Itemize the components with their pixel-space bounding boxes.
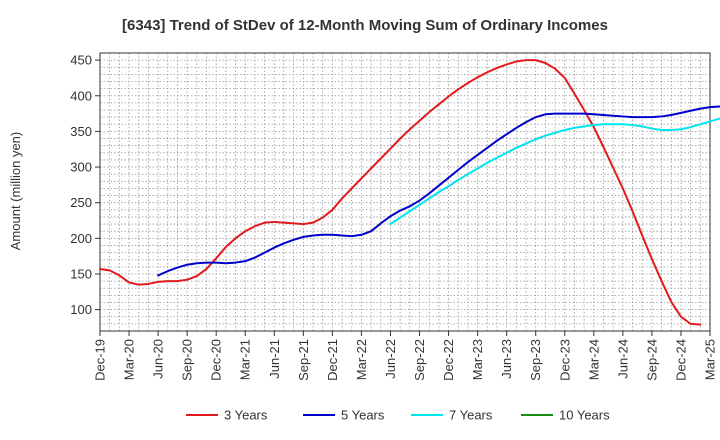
x-tick-label: Jun-20: [151, 339, 166, 379]
x-tick-label: Dec-23: [557, 339, 572, 381]
plot-area: [100, 53, 710, 331]
x-tick-label: Jun-24: [615, 339, 630, 379]
x-tick-label: Mar-21: [238, 339, 253, 380]
x-tick-label: Mar-24: [586, 339, 601, 380]
y-tick-label: 150: [70, 266, 92, 281]
x-tick-label: Sep-20: [180, 339, 195, 381]
legend-label-10-years: 10 Years: [559, 408, 610, 423]
legend-label-5-years: 5 Years: [341, 408, 385, 423]
y-tick-label: 300: [70, 160, 92, 175]
plot-layer: 100 150 200 250 300 350 400 450 Dec-19 Mar-20 Jun-…: [70, 52, 720, 381]
x-tick-label: Dec-24: [673, 339, 688, 381]
x-tick-label: Dec-20: [209, 339, 224, 381]
x-tick-label: Sep-21: [296, 339, 311, 381]
x-tick-label: Mar-22: [354, 339, 369, 380]
y-tick-label: 250: [70, 195, 92, 210]
legend-label-7-years: 7 Years: [449, 408, 493, 423]
series-line-7-years: [389, 117, 720, 226]
x-tick-label: Dec-19: [93, 339, 108, 381]
x-tick-label: Dec-21: [325, 339, 340, 381]
legend-label-3-years: 3 Years: [224, 408, 268, 423]
x-tick-label: Mar-25: [703, 339, 718, 380]
x-tick-label: Jun-22: [383, 339, 398, 379]
x-tick-label: Jun-21: [267, 339, 282, 379]
y-axis-label: Amount (million yen): [8, 132, 23, 251]
chart-title: [6343] Trend of StDev of 12-Month Moving…: [122, 17, 608, 34]
y-tick-label: 100: [70, 302, 92, 317]
x-tick-label: Mar-23: [470, 339, 485, 380]
plot-border: [99, 52, 711, 332]
x-tick-label: Sep-23: [528, 339, 543, 381]
x-tick-label: Sep-24: [644, 339, 659, 381]
legend: 3 Years 5 Years 7 Years 10 Years: [186, 408, 610, 423]
series-line-5-years: [157, 105, 720, 277]
x-tick-label: Sep-22: [412, 339, 427, 381]
y-tick-label: 450: [70, 53, 92, 68]
y-tick-label: 400: [70, 88, 92, 103]
x-tick-label: Jun-23: [499, 339, 514, 379]
x-tick-label: Mar-20: [122, 339, 137, 380]
y-tick-label: 350: [70, 124, 92, 139]
series-line-3-years: [99, 59, 702, 326]
y-tick-label: 200: [70, 231, 92, 246]
x-tick-label: Dec-22: [441, 339, 456, 381]
